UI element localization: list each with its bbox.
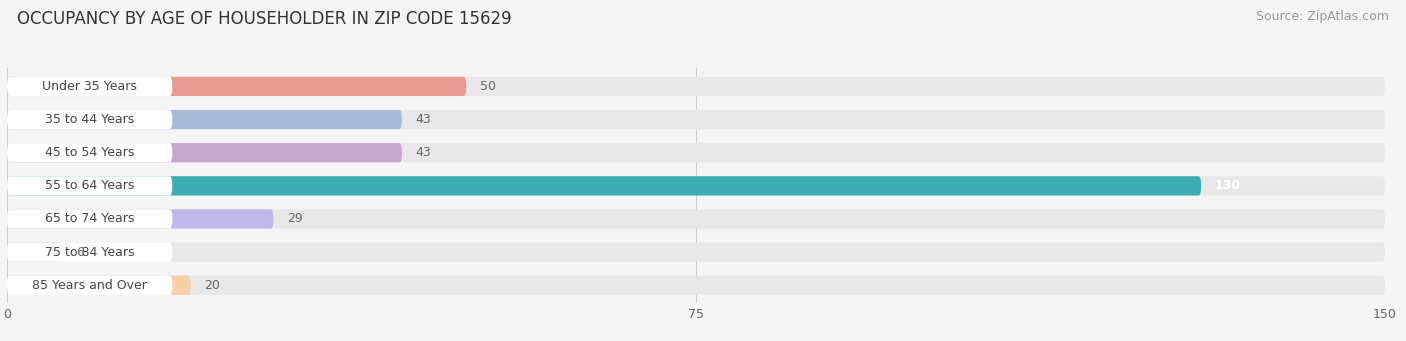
Text: 55 to 64 Years: 55 to 64 Years: [45, 179, 135, 192]
Text: 50: 50: [479, 80, 496, 93]
FancyBboxPatch shape: [7, 209, 273, 228]
FancyBboxPatch shape: [7, 276, 173, 295]
Text: 75 to 84 Years: 75 to 84 Years: [45, 246, 135, 258]
FancyBboxPatch shape: [7, 143, 1385, 162]
Text: 45 to 54 Years: 45 to 54 Years: [45, 146, 135, 159]
Text: OCCUPANCY BY AGE OF HOUSEHOLDER IN ZIP CODE 15629: OCCUPANCY BY AGE OF HOUSEHOLDER IN ZIP C…: [17, 10, 512, 28]
FancyBboxPatch shape: [7, 77, 467, 96]
FancyBboxPatch shape: [7, 77, 173, 96]
Text: Under 35 Years: Under 35 Years: [42, 80, 138, 93]
FancyBboxPatch shape: [7, 209, 173, 228]
Text: 35 to 44 Years: 35 to 44 Years: [45, 113, 135, 126]
FancyBboxPatch shape: [7, 176, 173, 195]
Text: 20: 20: [204, 279, 221, 292]
FancyBboxPatch shape: [7, 276, 1385, 295]
FancyBboxPatch shape: [7, 176, 1385, 195]
Text: 130: 130: [1215, 179, 1241, 192]
Text: 65 to 74 Years: 65 to 74 Years: [45, 212, 135, 225]
FancyBboxPatch shape: [7, 242, 1385, 262]
FancyBboxPatch shape: [7, 77, 1385, 96]
FancyBboxPatch shape: [7, 143, 173, 162]
FancyBboxPatch shape: [7, 176, 1201, 195]
Text: 85 Years and Over: 85 Years and Over: [32, 279, 148, 292]
Text: 43: 43: [416, 113, 432, 126]
Text: 43: 43: [416, 146, 432, 159]
FancyBboxPatch shape: [7, 110, 402, 129]
FancyBboxPatch shape: [7, 110, 1385, 129]
FancyBboxPatch shape: [7, 242, 62, 262]
Text: 29: 29: [287, 212, 302, 225]
FancyBboxPatch shape: [7, 276, 191, 295]
FancyBboxPatch shape: [7, 242, 173, 262]
FancyBboxPatch shape: [7, 143, 402, 162]
Text: 6: 6: [76, 246, 84, 258]
Text: Source: ZipAtlas.com: Source: ZipAtlas.com: [1256, 10, 1389, 23]
FancyBboxPatch shape: [7, 110, 173, 129]
FancyBboxPatch shape: [7, 209, 1385, 228]
